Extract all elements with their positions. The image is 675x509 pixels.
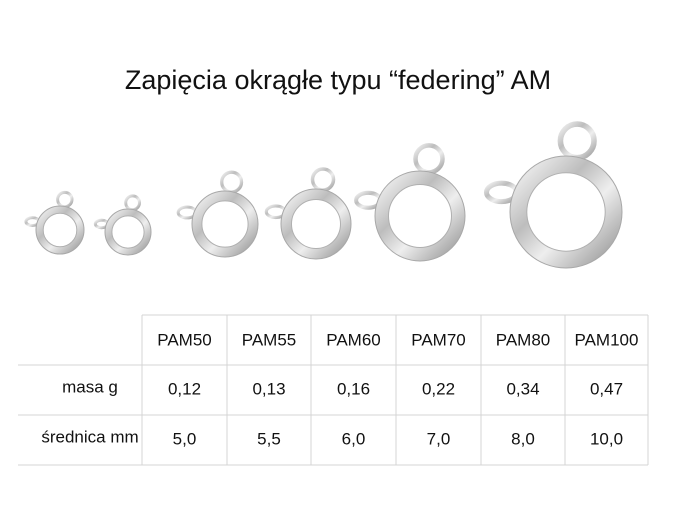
- spec-table: PAM50 PAM55 PAM60 PAM70 PAM80 PAM100 masa g 0,1…: [18, 314, 649, 466]
- title: Zapięcia okrągłe typu “federing” AM: [125, 65, 551, 95]
- clasp: [176, 170, 259, 258]
- column-header: PAM60: [326, 330, 381, 349]
- clasp-inner: [201, 200, 249, 248]
- table-cell: 10,0: [590, 429, 623, 448]
- clasp-loop: [413, 143, 445, 175]
- clasp-inner: [111, 215, 145, 249]
- table-cell: 0,13: [252, 379, 285, 398]
- column-header: PAM55: [242, 330, 297, 349]
- table-cell: 0,12: [168, 379, 201, 398]
- clasp-inner: [42, 212, 78, 248]
- clasp-edge: [104, 208, 152, 256]
- clasp-edge: [35, 205, 85, 255]
- clasp-ring: [281, 189, 351, 259]
- column-header: PAM100: [575, 330, 639, 349]
- clasp-loop: [220, 170, 244, 194]
- clasp-inner: [291, 199, 341, 249]
- clasp-ring: [191, 190, 258, 257]
- table-cell: 6,0: [342, 429, 366, 448]
- table-cell: 0,47: [590, 379, 623, 398]
- clasp-ring: [375, 171, 465, 261]
- table-cell: 0,16: [337, 379, 370, 398]
- clasp-edge: [191, 190, 259, 258]
- clasp-loop: [56, 190, 74, 209]
- clasp: [24, 190, 85, 255]
- table-cell: 7,0: [427, 429, 451, 448]
- row-label: średnica mm: [41, 427, 138, 446]
- column-header: PAM50: [157, 330, 212, 349]
- table-cell: 0,34: [506, 379, 539, 398]
- clasp-ring: [35, 206, 84, 255]
- table-cell: 0,22: [422, 379, 455, 398]
- clasp-edge: [509, 155, 623, 269]
- clasp: [264, 167, 352, 260]
- clasp-inner: [388, 184, 452, 248]
- clasp-images: [24, 121, 623, 269]
- clasp-edge: [280, 188, 352, 260]
- clasp-ring: [104, 208, 151, 255]
- column-header: PAM70: [411, 330, 466, 349]
- clasp: [93, 194, 152, 256]
- clasp-loop: [557, 121, 597, 161]
- table-cell: 8,0: [511, 429, 535, 448]
- clasp-loop: [310, 167, 336, 192]
- clasp: [354, 143, 466, 262]
- clasp-inner: [526, 172, 606, 252]
- table-cell: 5,5: [257, 429, 281, 448]
- row-label: masa g: [62, 377, 118, 396]
- clasp-edge: [374, 170, 466, 262]
- table-cell: 5,0: [173, 429, 197, 448]
- column-header: PAM80: [496, 330, 551, 349]
- clasp-loop: [124, 194, 142, 212]
- clasp: [483, 121, 623, 269]
- clasp-ring: [510, 155, 623, 268]
